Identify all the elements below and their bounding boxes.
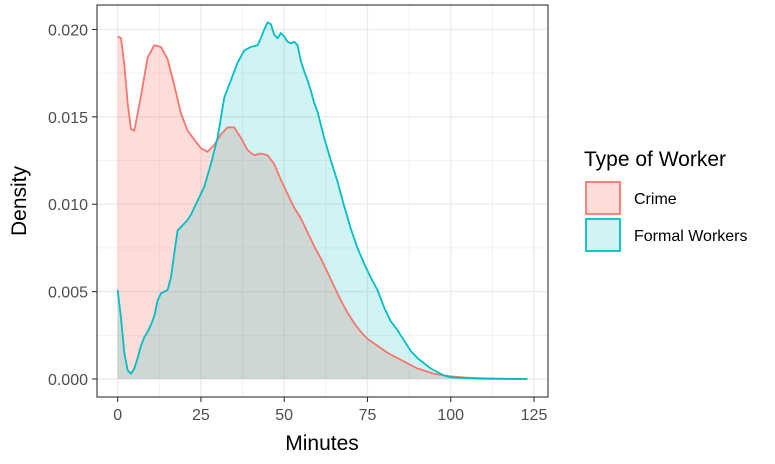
plot-panel-background bbox=[97, 5, 548, 397]
line-layer bbox=[116, 21, 528, 380]
legend-key-background bbox=[585, 181, 621, 215]
x-tick-label: 125 bbox=[521, 407, 548, 424]
legend-key-swatch bbox=[585, 218, 621, 252]
y-axis-title: Density bbox=[8, 165, 31, 236]
legend-key-background bbox=[585, 218, 621, 252]
density-line-series-0 bbox=[117, 35, 528, 380]
density-area-series-1 bbox=[117, 22, 528, 379]
legend-entries: Crime Formal Workers bbox=[585, 181, 748, 252]
density-line-series-1 bbox=[116, 21, 528, 380]
y-tick-label: 0.020 bbox=[48, 22, 88, 39]
y-tick-label: 0.000 bbox=[48, 372, 88, 389]
area-layer bbox=[117, 22, 528, 380]
x-tick-label: 0 bbox=[113, 407, 122, 424]
x-tick-label: 50 bbox=[275, 407, 293, 424]
legend-title: Type of Worker bbox=[584, 148, 726, 171]
grid-layer bbox=[97, 5, 548, 397]
axis-layer: 0 25 50 75 100 125 0.000 0.005 0.010 0.015 0.020 bbox=[48, 22, 548, 424]
legend-label: Crime bbox=[634, 191, 677, 208]
x-tick-label: 75 bbox=[359, 407, 377, 424]
legend: Type of Worker Crime Formal Workers bbox=[584, 148, 748, 252]
density-area-series-0 bbox=[117, 36, 528, 380]
x-tick-label: 100 bbox=[437, 407, 464, 424]
x-tick-label: 25 bbox=[192, 407, 210, 424]
y-tick-label: 0.005 bbox=[48, 285, 88, 302]
legend-label: Formal Workers bbox=[634, 228, 748, 245]
x-axis-title: Minutes bbox=[285, 432, 359, 455]
legend-key-swatch bbox=[585, 181, 621, 215]
y-tick-label: 0.010 bbox=[48, 197, 88, 214]
y-tick-label: 0.015 bbox=[48, 110, 88, 127]
plot-panel-border bbox=[96, 4, 549, 398]
